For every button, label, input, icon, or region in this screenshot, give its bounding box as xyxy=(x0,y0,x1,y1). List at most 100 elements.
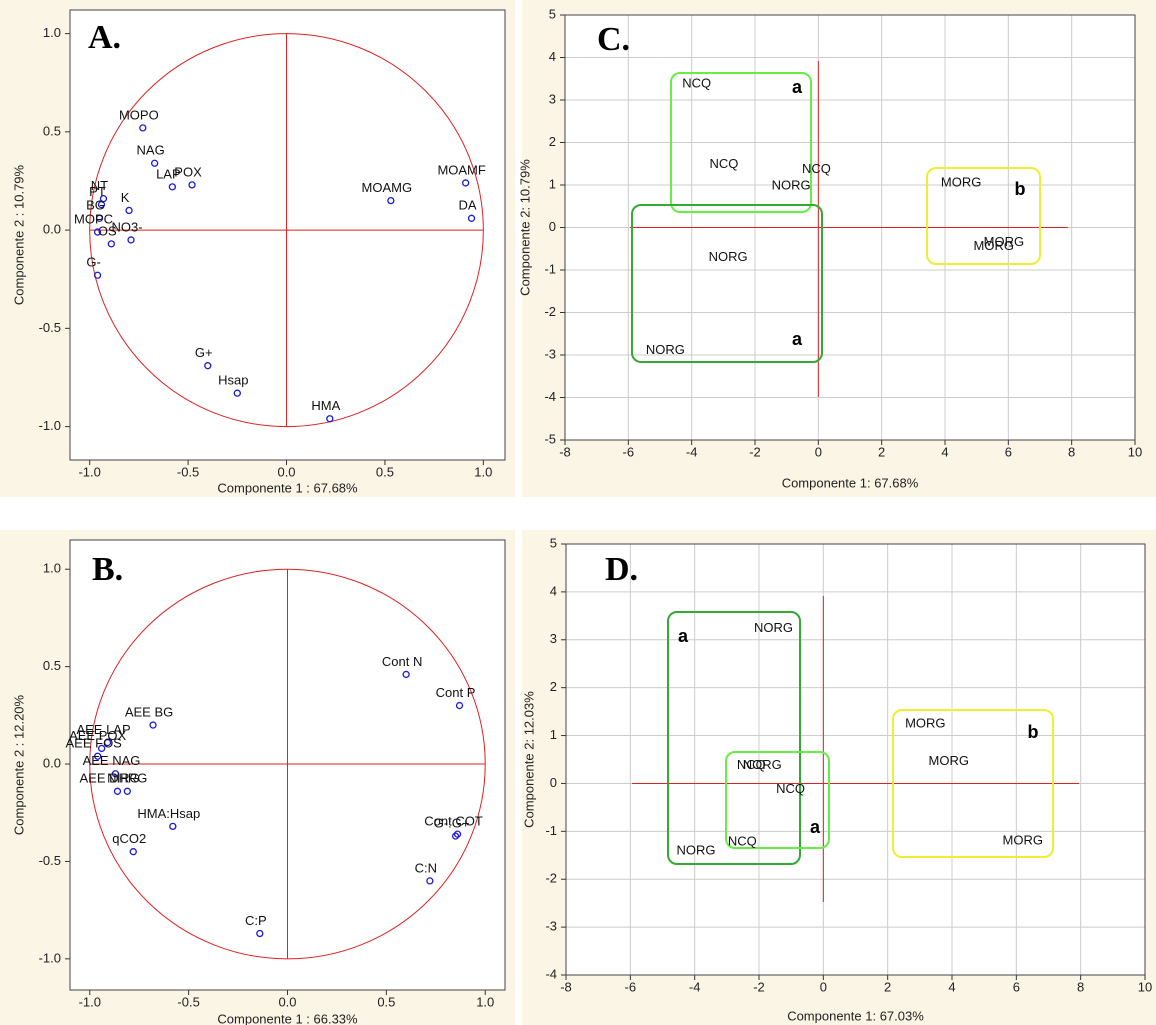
group-box xyxy=(926,167,1041,265)
group-letter: a xyxy=(810,817,821,837)
y-tick-label: -1.0 xyxy=(39,418,61,433)
point-label: G-:G+ xyxy=(434,816,470,831)
point-label: PT xyxy=(89,184,106,199)
point-label: NCQ xyxy=(710,156,739,171)
y-tick-label: -4 xyxy=(545,966,557,981)
x-tick-label: -2 xyxy=(753,979,765,994)
point-label: NO3- xyxy=(111,219,142,234)
x-axis-label: Componente 1 : 66.33% xyxy=(217,1011,358,1025)
x-tick-label: 0.5 xyxy=(377,994,395,1009)
point-label: DA xyxy=(459,198,477,213)
y-tick-label: 1.0 xyxy=(43,561,61,576)
y-tick-label: -0.5 xyxy=(39,320,61,335)
point xyxy=(149,721,157,729)
point-label: C:N xyxy=(415,860,437,875)
point-label: AEE LAP xyxy=(76,722,130,737)
x-tick-label: 4 xyxy=(941,444,948,459)
group-letter: b xyxy=(1028,722,1039,742)
point-label: AEE FOS xyxy=(66,736,123,751)
point-label: AEE BG xyxy=(125,705,173,720)
y-tick-label: 0 xyxy=(550,775,557,790)
panel-title: C. xyxy=(597,21,630,58)
point-label: HMA xyxy=(311,398,340,413)
point xyxy=(188,181,196,189)
point xyxy=(107,240,115,248)
point-label: MORG xyxy=(974,238,1014,253)
x-tick-label: -8 xyxy=(560,979,572,994)
point-label: BG xyxy=(86,198,105,213)
point xyxy=(127,236,135,244)
point-label: MORG xyxy=(929,753,969,768)
y-tick-label: -3 xyxy=(544,346,556,361)
point xyxy=(168,183,177,191)
y-tick-label: -1 xyxy=(545,823,557,838)
y-tick-label: 2 xyxy=(550,679,557,694)
panel-title: D. xyxy=(605,551,638,588)
panel-title: A. xyxy=(88,19,121,56)
point-label: NCQ xyxy=(682,75,711,90)
y-tick-label: 0.0 xyxy=(43,222,61,237)
point xyxy=(113,787,122,795)
x-tick-label: 0 xyxy=(815,444,822,459)
point xyxy=(125,206,133,215)
y-axis-label: Componente 2 : 12.20% xyxy=(11,694,26,835)
x-tick-label: -4 xyxy=(689,979,701,994)
plot-frame xyxy=(69,9,506,461)
x-tick-label: 6 xyxy=(1013,979,1020,994)
point-label: NORG xyxy=(754,620,793,635)
point xyxy=(111,770,120,778)
x-tick-label: 2 xyxy=(884,979,891,994)
point-label: MOAMG xyxy=(362,180,413,195)
point xyxy=(93,271,102,279)
y-tick-label: 0.0 xyxy=(43,755,61,770)
y-tick-label: -5 xyxy=(544,431,556,446)
plot-frame xyxy=(565,543,1146,976)
x-tick-label: 0.5 xyxy=(376,464,394,479)
x-tick-label: 1.0 xyxy=(474,464,492,479)
x-tick-label: 0 xyxy=(820,979,827,994)
y-tick-label: 2 xyxy=(549,134,556,149)
point xyxy=(453,830,462,838)
point xyxy=(103,738,112,747)
group-box xyxy=(670,72,812,213)
x-axis-label: Componente 1: 67.68% xyxy=(782,475,919,490)
point xyxy=(169,822,177,831)
x-axis-label: Componente 1: 67.03% xyxy=(787,1008,924,1023)
y-tick-label: 5 xyxy=(549,6,556,21)
point xyxy=(426,877,434,885)
point xyxy=(139,124,147,132)
x-tick-label: 8 xyxy=(1068,444,1075,459)
point xyxy=(467,214,476,222)
point-label: AEE POX xyxy=(69,728,126,743)
x-tick-label: 10 xyxy=(1128,444,1142,459)
y-tick-label: 4 xyxy=(550,583,557,598)
point-label: MORG xyxy=(1003,832,1043,847)
point-label: MORG xyxy=(941,174,981,189)
x-tick-label: 8 xyxy=(1077,979,1084,994)
point-label: Cont COT xyxy=(424,814,483,829)
x-tick-label: -0.5 xyxy=(177,464,199,479)
y-tick-label: 5 xyxy=(550,535,557,550)
group-letter: a xyxy=(678,626,689,646)
point-label: G- xyxy=(86,255,100,270)
point xyxy=(129,848,137,856)
point-label: NORG xyxy=(743,757,782,772)
point xyxy=(387,196,395,205)
x-tick-label: -2 xyxy=(749,444,761,459)
plot-area xyxy=(566,544,1145,975)
x-tick-label: -6 xyxy=(623,444,635,459)
point-label: NORG xyxy=(709,249,748,264)
x-tick-label: -1.0 xyxy=(78,464,100,479)
point-label: NCQ xyxy=(728,833,757,848)
x-tick-label: -0.5 xyxy=(177,994,199,1009)
y-tick-label: -4 xyxy=(544,389,556,404)
y-tick-label: -2 xyxy=(544,304,556,319)
point-label: K xyxy=(121,190,130,205)
y-tick-label: -1 xyxy=(544,261,556,276)
point-label: NORG xyxy=(772,177,811,192)
point-label: C:P xyxy=(245,913,267,928)
point-label: Cont P xyxy=(436,685,476,700)
x-tick-label: 4 xyxy=(948,979,955,994)
y-tick-label: -0.5 xyxy=(39,853,61,868)
